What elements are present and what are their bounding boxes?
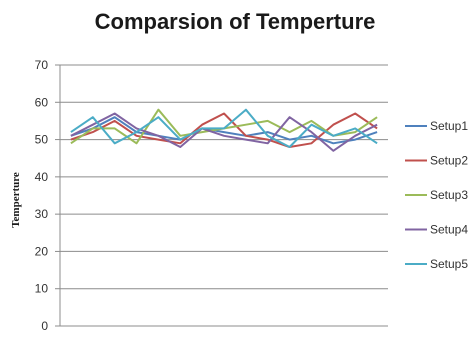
y-tick-labels: 0 10 20 30 40 50 60 70 — [35, 58, 49, 333]
series-line-1 — [70, 116, 378, 145]
y-tick-label: 0 — [41, 319, 48, 333]
legend-label-5: Setup5 — [430, 257, 468, 271]
y-tick-label: 30 — [35, 207, 49, 221]
y-tick-label: 10 — [35, 282, 49, 296]
y-axis-label: Temperture — [10, 172, 22, 228]
y-tick-label: 20 — [35, 244, 49, 258]
y-tick-label: 40 — [35, 170, 49, 184]
legend-label-2: Setup2 — [430, 154, 468, 168]
legend-label-4: Setup4 — [430, 223, 468, 237]
legend-label-1: Setup1 — [430, 119, 468, 133]
series-lines — [70, 108, 378, 152]
y-tick-label: 70 — [35, 58, 49, 72]
series-line-4 — [70, 112, 378, 152]
chart-title: Comparsion of Temperture — [95, 9, 376, 34]
legend: Setup1 Setup2 Setup3 Setup4 Setup5 — [405, 119, 468, 271]
y-tick-label: 60 — [35, 95, 49, 109]
gridlines — [55, 64, 388, 327]
series-line-5 — [70, 108, 378, 148]
legend-label-3: Setup3 — [430, 188, 468, 202]
y-tick-label: 50 — [35, 133, 49, 147]
